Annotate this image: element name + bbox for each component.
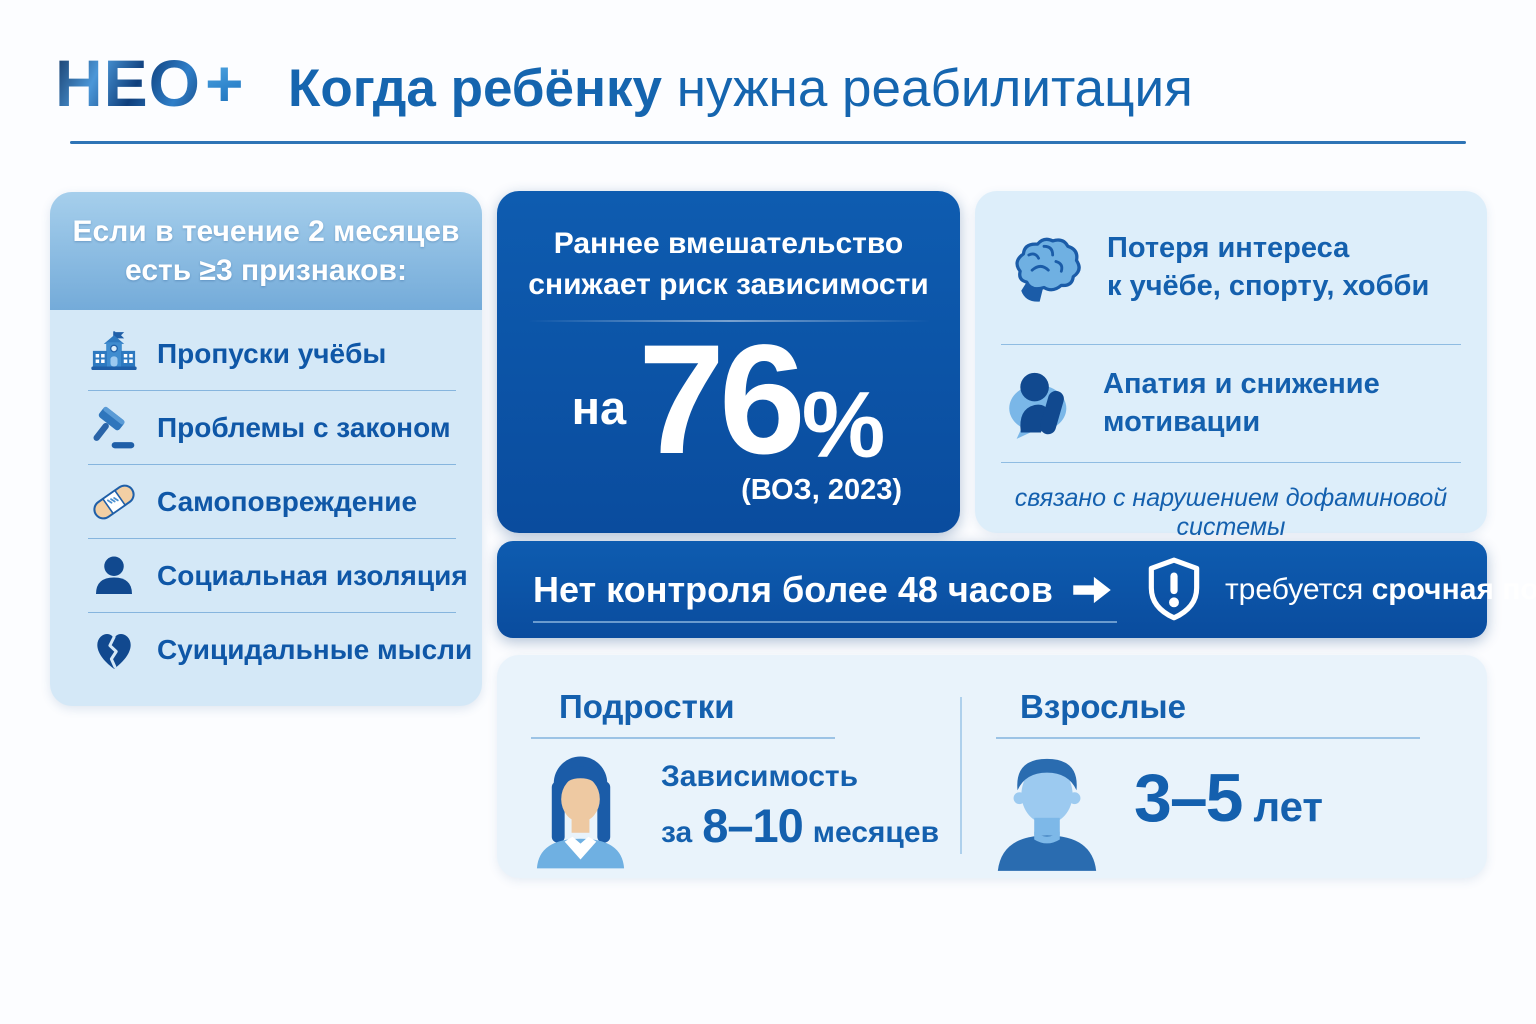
person-icon bbox=[88, 550, 140, 602]
adults-column: Взрослые 3–5 лет bbox=[962, 655, 1487, 878]
divider bbox=[1001, 462, 1461, 463]
sign-label: Проблемы с законом bbox=[157, 411, 451, 443]
arrow-right-icon bbox=[1071, 575, 1113, 605]
alert-action-normal: требуется bbox=[1224, 572, 1364, 606]
list-item: Потеря интереса к учёбе, спорту, хобби bbox=[975, 191, 1487, 344]
list-item: Проблемы с законом bbox=[88, 391, 456, 465]
signs-panel-header: Если в течение 2 месяцев есть ≥3 признак… bbox=[50, 192, 482, 310]
man-avatar bbox=[988, 745, 1106, 871]
stat-unit: % bbox=[801, 372, 886, 477]
stat-panel: Раннее вмешательство снижает риск зависи… bbox=[497, 191, 960, 533]
broken-heart-icon bbox=[88, 624, 140, 676]
signs-list: Пропуски учёбы Проблемы с законом bbox=[50, 310, 482, 686]
symptoms-footnote: связано с нарушением дофаминовой системы bbox=[1014, 484, 1448, 541]
teens-column: Подростки Зависимость bbox=[497, 655, 960, 878]
logo-text: НЕО bbox=[55, 46, 202, 120]
bandage-icon bbox=[88, 476, 140, 528]
teens-text: Зависимость за 8–10 месяцев bbox=[661, 760, 939, 869]
page-title-strong: Когда ребёнку bbox=[288, 59, 663, 118]
stat-divider bbox=[527, 320, 930, 322]
page-title-rest: нужна реабилитация bbox=[662, 59, 1193, 118]
teens-duration-value: 8–10 bbox=[702, 799, 804, 852]
adults-body: 3–5 лет bbox=[988, 745, 1487, 871]
girl-avatar bbox=[529, 747, 633, 869]
list-item: Пропуски учёбы bbox=[88, 317, 456, 391]
symptom-label: Потеря интереса к учёбе, спорту, хобби bbox=[1107, 231, 1430, 302]
stat-value-row: на 76 % bbox=[497, 322, 960, 478]
stat-prefix: на bbox=[571, 381, 627, 434]
teens-duration-prefix: за bbox=[661, 816, 693, 849]
gavel-icon bbox=[88, 402, 140, 454]
alert-condition: Нет контроля более 48 часов bbox=[533, 568, 1053, 610]
signs-panel: Если в течение 2 месяцев есть ≥3 признак… bbox=[50, 192, 482, 706]
teens-label: Зависимость bbox=[661, 760, 859, 793]
divider bbox=[1001, 344, 1461, 345]
alert-condition-group: Нет контроля более 48 часов bbox=[533, 557, 1117, 623]
list-item: Суицидальные мысли bbox=[88, 613, 472, 686]
adults-duration: 3–5 лет bbox=[1134, 759, 1323, 871]
list-item: Социальная изоляция bbox=[88, 539, 468, 613]
alert-banner: Нет контроля более 48 часов требуется ср… bbox=[497, 541, 1536, 638]
logo: НЕО+ bbox=[55, 50, 245, 116]
adults-duration-value: 3–5 bbox=[1134, 760, 1243, 836]
adults-duration-suffix: лет bbox=[1253, 783, 1323, 830]
sign-label: Социальная изоляция bbox=[157, 559, 468, 591]
brain-icon bbox=[1005, 231, 1083, 305]
stat-value: 76 bbox=[638, 313, 806, 487]
sign-label: Пропуски учёбы bbox=[157, 337, 387, 369]
timeline-panel: Подростки Зависимость bbox=[497, 655, 1487, 878]
symptom-label: Апатия и снижение мотивации bbox=[1103, 367, 1380, 438]
school-icon bbox=[88, 328, 140, 380]
alert-action: требуется срочная помощь bbox=[1225, 573, 1536, 607]
teens-duration-suffix: месяцев bbox=[812, 816, 940, 849]
sign-label: Самоповреждение bbox=[157, 485, 418, 517]
shield-exclamation-icon bbox=[1143, 556, 1205, 624]
teens-duration: за 8–10 месяцев bbox=[661, 798, 939, 853]
list-item: Апатия и снижение мотивации bbox=[975, 345, 1487, 462]
logo-plus-icon: + bbox=[205, 46, 245, 120]
stat-title: Раннее вмешательство снижает риск зависи… bbox=[528, 227, 929, 301]
symptoms-panel: Потеря интереса к учёбе, спорту, хобби А… bbox=[975, 191, 1487, 541]
sign-label: Суицидальные мысли bbox=[157, 633, 473, 665]
adults-title: Взрослые bbox=[996, 688, 1420, 739]
column-divider bbox=[960, 697, 962, 854]
list-item: Самоповреждение bbox=[88, 465, 456, 539]
alert-action-strong: срочная помощь bbox=[1371, 572, 1536, 606]
stat-source: (ВОЗ, 2023) bbox=[741, 474, 902, 506]
header-divider bbox=[70, 141, 1466, 144]
apathy-icon bbox=[1005, 369, 1079, 439]
page-title: Когда ребёнку нужна реабилитация bbox=[288, 59, 1193, 118]
teens-body: Зависимость за 8–10 месяцев bbox=[529, 747, 960, 869]
teens-title: Подростки bbox=[531, 688, 835, 739]
